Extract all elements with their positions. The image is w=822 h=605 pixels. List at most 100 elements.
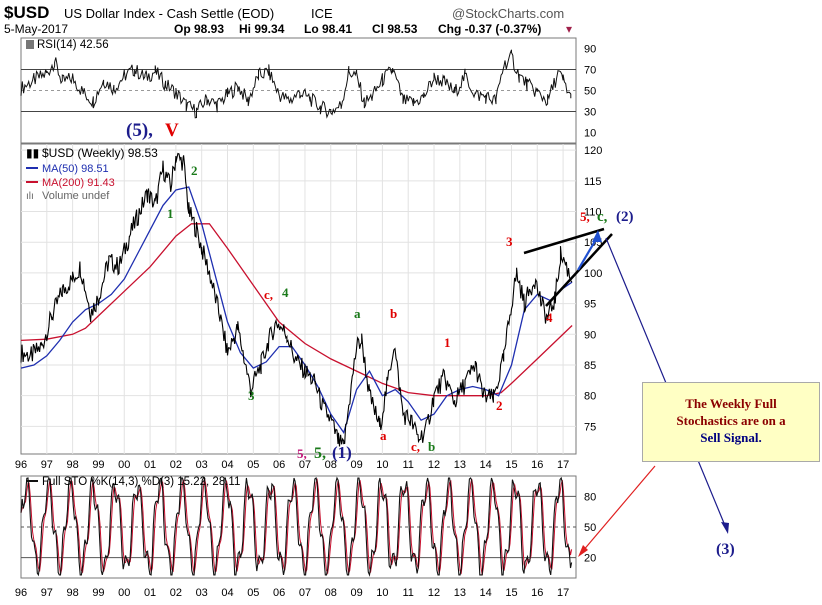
rsi-y-tick-label: 10 [584,128,596,140]
wave-c-label: c, [264,287,273,302]
x-tick-label-stochastics: 99 [92,587,104,599]
x-tick-label-price: 14 [480,459,492,471]
sell-signal-arrowhead-icon [578,545,588,557]
wave-1-circle-label: (1) [332,443,352,462]
stochastics-y-tick-label: 50 [584,522,596,534]
price-y-tick-label: 80 [584,391,596,403]
x-tick-label-price: 10 [376,459,388,471]
price-legend-ma50: MA(50) 98.51 [42,163,109,175]
x-tick-label-stochastics: 17 [557,587,569,599]
caret-down-icon: ▾ [566,22,573,36]
x-tick-label-stochastics: 13 [454,587,466,599]
price-legend-volume: Volume undef [42,190,110,202]
x-tick-label-price: 05 [247,459,259,471]
wave-a-red-label: a [380,428,387,443]
wave-b-red-label: b [390,306,397,321]
x-tick-label-price: 96 [15,459,27,471]
price-y-tick-label: 100 [584,268,602,280]
x-tick-label-stochastics: 03 [196,587,208,599]
sell-signal-arrow-shaft [581,465,656,553]
rsi-legend-swatch [26,40,34,49]
x-tick-label-stochastics: 14 [480,587,492,599]
x-tick-label-price: 17 [557,459,569,471]
price-y-tick-label: 75 [584,421,596,433]
x-tick-label-price: 98 [67,459,79,471]
x-tick-label-price: 09 [350,459,362,471]
wave-3-red-label: 3 [506,234,513,249]
wave-5-magenta-label: 5, [297,446,307,461]
x-tick-label-stochastics: 97 [41,587,53,599]
wave-1-red-label: 1 [444,335,451,350]
wave-2-top-label: 2 [191,163,198,178]
series-lines [20,49,573,577]
x-tick-label-stochastics: 12 [428,587,440,599]
x-tick-label-stochastics: 04 [221,587,233,599]
wave-5-green-label: 5, [314,445,326,462]
legends: RSI(14) 42.56 ▮▮ $USD (Weekly) 98.53 MA(50)… [26,39,240,488]
rsi-y-tick-label: 90 [584,44,596,56]
stockcharts-source: @StockCharts.com [452,6,565,21]
x-tick-label-price: 01 [144,459,156,471]
x-tick-label-stochastics: 05 [247,587,259,599]
x-tick-label-stochastics: 00 [118,587,130,599]
x-tick-label-price: 15 [505,459,517,471]
panel-frames [20,37,577,579]
x-tick-label-stochastics: 06 [273,587,285,599]
wave3-forecast-arrowhead-icon [721,522,729,534]
volume-bars-icon: ılı [26,191,34,202]
x-tick-label-price: 16 [531,459,543,471]
price-y-tick-label: 95 [584,299,596,311]
wave-4-label: 4 [282,285,289,300]
price-y-tick-label: 115 [584,176,602,188]
quote-low: Lo 98.41 [304,22,353,36]
wave-2-red-label: 2 [496,398,503,413]
x-tick-label-price: 00 [118,459,130,471]
note-line-2: Stochastics are on a [676,413,786,428]
stochastics-d-line [20,477,573,576]
x-tick-label-stochastics: 98 [67,587,79,599]
x-tick-label-stochastics: 16 [531,587,543,599]
stochastics-k-line [20,475,573,577]
rsi-line [20,49,572,119]
stochastics-y-tick-label: 80 [584,491,596,503]
wave-5-V-label-a: (5), [126,120,153,141]
x-tick-label-price: 08 [325,459,337,471]
x-tick-label-price: 03 [196,459,208,471]
wave-3-label: 3 [248,388,255,403]
note-line-3: Sell Signal. [700,430,762,445]
price-y-tick-label: 90 [584,329,596,341]
x-tick-label-price: 07 [299,459,311,471]
quote-change: Chg -0.37 (-0.37%) [438,22,542,36]
chart-description: US Dollar Index - Cash Settle (EOD) [64,6,275,21]
price-panel-frame [20,143,577,455]
upswing-arrowhead-icon [592,230,602,242]
wave-3-target-label: (3) [716,541,735,558]
wave-1-label: 1 [167,206,174,221]
stochastics-legend-label: Full STO %K(14,3) %D(3) 15.22, 28.11 [42,476,240,488]
rsi-y-tick-label: 70 [584,65,596,77]
x-tick-label-stochastics: 08 [325,587,337,599]
x-tick-label-price: 12 [428,459,440,471]
chart-exchange: ICE [311,6,333,21]
x-tick-label-price: 04 [221,459,233,471]
price-y-tick-label: 120 [584,145,602,157]
x-tick-label-stochastics: 10 [376,587,388,599]
x-tick-label-stochastics: 01 [144,587,156,599]
tick-labels: 96 96 97 97 98 98 99 99 00 00 01 01 02 02 03 03 04 04 05 05… [15,44,602,600]
price-legend-usd: $USD (Weekly) 98.53 [42,146,158,160]
x-tick-label-price: 02 [170,459,182,471]
x-tick-label-price: 06 [273,459,285,471]
rsi-y-tick-label: 30 [584,107,596,119]
ma200-line [20,223,573,397]
rsi-y-tick-label: 50 [584,86,596,98]
quote-open: Op 98.93 [174,22,225,36]
usd-price-line [20,152,573,447]
x-tick-label-stochastics: 02 [170,587,182,599]
x-tick-label-stochastics: 09 [350,587,362,599]
price-y-tick-label: 85 [584,360,596,372]
x-tick-label-price: 97 [41,459,53,471]
chart-date: 5-May-2017 [4,22,69,36]
quote-close: Cl 98.53 [372,22,418,36]
chart-symbol: $USD [4,3,50,22]
